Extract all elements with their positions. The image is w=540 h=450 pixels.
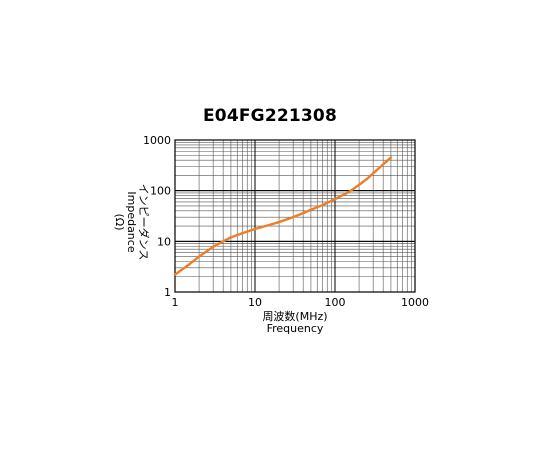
plot-frame: [174, 139, 416, 293]
x-tick-label: 1000: [401, 296, 429, 309]
y-tick-label: 1: [164, 286, 171, 299]
x-tick-labels: 1 10 100 1000: [172, 296, 430, 309]
y-tick-label: 100: [150, 185, 171, 198]
x-axis-label-jp: 周波数(MHz): [262, 310, 328, 323]
y-tick-label: 10: [157, 235, 171, 248]
y-tick-labels: 1 10 100 1000: [143, 134, 171, 299]
x-axis-label-en: Frequency: [266, 322, 324, 335]
impedance-series-line: [173, 156, 393, 276]
chart-title: E04FG221308: [202, 106, 337, 126]
y-tick-label: 1000: [143, 134, 171, 147]
x-tick-label: 1: [172, 296, 179, 309]
x-tick-label: 10: [248, 296, 262, 309]
x-tick-label: 100: [325, 296, 346, 309]
series-layer: [173, 156, 393, 276]
